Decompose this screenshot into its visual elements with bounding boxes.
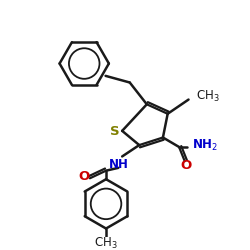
Text: O: O [78,170,90,183]
Text: S: S [110,125,120,138]
Text: NH: NH [109,158,129,170]
Text: CH$_3$: CH$_3$ [196,89,220,104]
Text: O: O [180,160,191,172]
Text: NH$_2$: NH$_2$ [192,138,218,153]
Text: CH$_3$: CH$_3$ [94,236,118,250]
